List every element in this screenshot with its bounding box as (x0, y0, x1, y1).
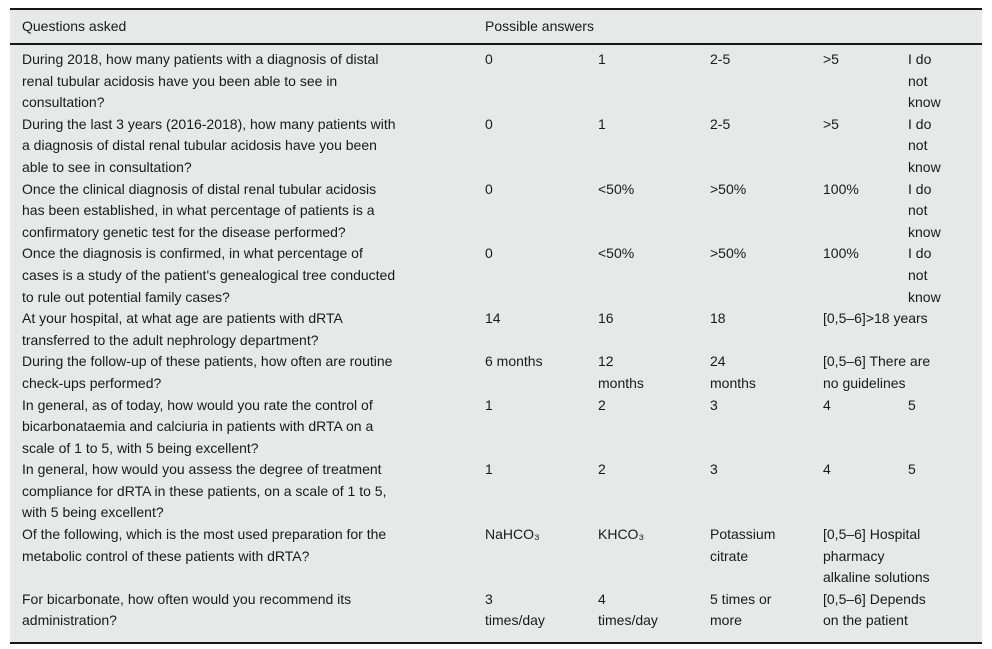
answer-cell: 2-5 (710, 115, 731, 132)
answer-cell: [0,5–6]>18 years (823, 310, 928, 327)
answer-cell: 12 months (598, 353, 644, 391)
answer-cell: 24 months (710, 353, 756, 391)
answer-cell: >5 (823, 51, 839, 67)
answer-cell: 4 (823, 461, 831, 478)
question-cell: For bicarbonate, how often would you rec… (22, 590, 352, 629)
answer-cell: 3 times/day (485, 590, 545, 629)
questionnaire-table: Questions asked Possible answers During … (10, 8, 982, 645)
answer-cell: >50% (710, 180, 747, 197)
answer-cell: 0 (485, 115, 493, 132)
answer-cell: 3 (710, 461, 718, 478)
table-row: During 2018, how many patients with a di… (10, 44, 982, 114)
answer-cell: I do not know (908, 115, 941, 175)
table-row: Once the diagnosis is confirmed, in what… (10, 243, 982, 308)
answer-cell: 2 (598, 461, 606, 478)
header-possible-answers: Possible answers (483, 9, 982, 45)
table-row: Of the following, which is the most used… (10, 524, 982, 589)
answer-cell: 4 times/day (598, 590, 658, 629)
answer-cell: 5 (908, 396, 916, 413)
table-row: During the follow-up of these patients, … (10, 351, 982, 394)
question-cell: During the follow-up of these patients, … (22, 353, 393, 391)
question-cell: Once the clinical diagnosis of distal re… (22, 180, 377, 240)
answer-cell: I do not know (908, 245, 941, 305)
header-questions-asked: Questions asked (10, 9, 483, 45)
answer-cell: 2-5 (710, 51, 731, 67)
answer-cell: [0,5–6] Hospital pharmacy alkaline solut… (823, 526, 930, 586)
answer-cell: KHCO₃ (598, 526, 645, 543)
table-header: Questions asked Possible answers (10, 9, 982, 45)
answer-cell: [0,5–6] Depends on the patient (823, 590, 926, 629)
table-body: During 2018, how many patients with a di… (10, 44, 982, 643)
answer-cell: <50% (598, 245, 635, 262)
answer-cell: 1 (485, 396, 493, 413)
table-row: At your hospital, at what age are patien… (10, 308, 982, 351)
question-cell: During 2018, how many patients with a di… (22, 51, 379, 111)
question-cell: Once the diagnosis is confirmed, in what… (22, 245, 396, 305)
answer-cell: 14 (485, 310, 501, 327)
answer-cell: >5 (823, 115, 839, 132)
answer-cell: 6 months (485, 353, 543, 370)
answer-cell: 100% (823, 180, 859, 197)
answer-cell: I do not know (908, 51, 941, 111)
answer-cell: 1 (598, 51, 606, 67)
answer-cell: [0,5–6] There are no guidelines (823, 353, 931, 391)
answer-cell: 0 (485, 180, 493, 197)
table-row: In general, as of today, how would you r… (10, 395, 982, 460)
question-cell: During the last 3 years (2016-2018), how… (22, 115, 396, 175)
table-row: For bicarbonate, how often would you rec… (10, 589, 982, 643)
answer-cell: 5 (908, 461, 916, 478)
answer-cell: 1 (485, 461, 493, 478)
answer-cell: I do not know (908, 180, 941, 240)
header-row: Questions asked Possible answers (10, 9, 982, 45)
answer-cell: 5 times or more (710, 590, 772, 629)
answer-cell: 3 (710, 396, 718, 413)
question-cell: At your hospital, at what age are patien… (22, 310, 343, 348)
answer-cell: NaHCO₃ (485, 526, 540, 543)
answer-cell: 1 (598, 115, 606, 132)
answer-cell: 16 (598, 310, 614, 327)
answer-cell: 2 (598, 396, 606, 413)
question-cell: Of the following, which is the most used… (22, 526, 387, 564)
question-cell: In general, how would you assess the deg… (22, 461, 387, 521)
table-row: In general, how would you assess the deg… (10, 459, 982, 524)
table-row: During the last 3 years (2016-2018), how… (10, 114, 982, 179)
answer-cell: 18 (710, 310, 726, 327)
answer-cell: <50% (598, 180, 635, 197)
answer-cell: Potassium citrate (710, 526, 776, 564)
answer-cell: 100% (823, 245, 859, 262)
answer-cell: 0 (485, 51, 493, 67)
table-row: Once the clinical diagnosis of distal re… (10, 179, 982, 244)
question-cell: In general, as of today, how would you r… (22, 396, 374, 456)
answer-cell: >50% (710, 245, 747, 262)
answer-cell: 0 (485, 245, 493, 262)
answer-cell: 4 (823, 396, 831, 413)
